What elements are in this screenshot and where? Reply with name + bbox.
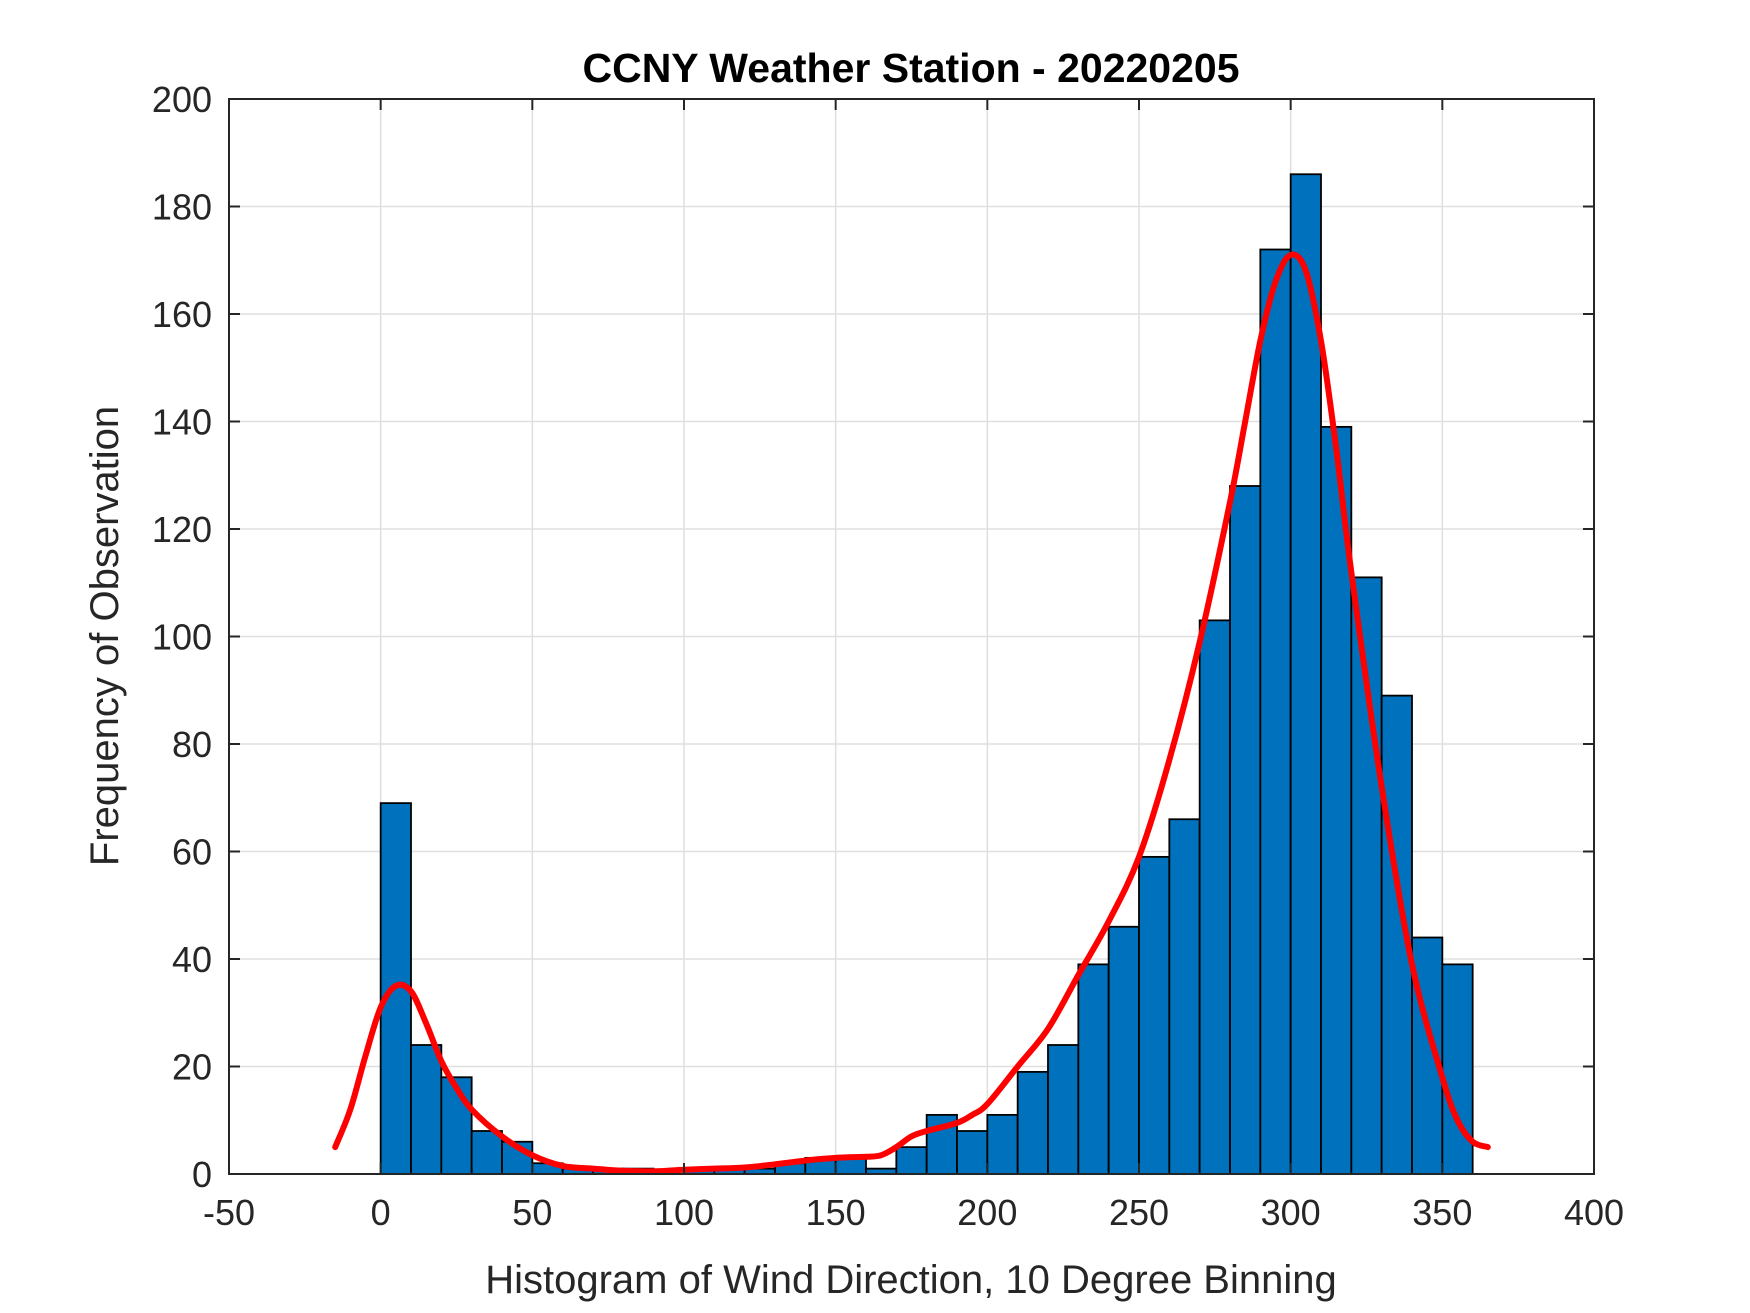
- y-tick-label: 100: [152, 617, 212, 658]
- fit-curve: [332, 251, 1491, 1175]
- y-axis-label: Frequency of Observation: [83, 406, 127, 866]
- x-tick-label: 0: [371, 1192, 391, 1233]
- histogram-bars: [379, 173, 1474, 1175]
- y-tick-label: 60: [172, 832, 212, 873]
- fit-curve-line: [332, 251, 1491, 1175]
- y-tick-label: 40: [172, 939, 212, 980]
- histogram-bar: [1259, 248, 1292, 1175]
- y-tick-label: 160: [152, 294, 212, 335]
- y-tick-label: 200: [152, 79, 212, 120]
- y-tick-label: 20: [172, 1047, 212, 1088]
- y-tick-label: 80: [172, 724, 212, 765]
- y-tick-label: 140: [152, 402, 212, 443]
- x-tick-labels: -50 0 50 100 150 200 250 300 350 400: [203, 1192, 1624, 1233]
- histogram-bar: [410, 1044, 443, 1175]
- x-axis-label: Histogram of Wind Direction, 10 Degree B…: [485, 1258, 1337, 1302]
- histogram-bar: [1047, 1044, 1080, 1175]
- y-tick-label: 0: [192, 1154, 212, 1195]
- x-tick-label: 150: [806, 1192, 866, 1233]
- histogram-bar: [1138, 855, 1171, 1175]
- y-tick-label: 180: [152, 187, 212, 228]
- y-tick-labels: 0 20 40 60 80 100 120 140 160 180 200: [152, 79, 212, 1195]
- histogram-bar: [895, 1146, 928, 1175]
- histogram-bar: [1077, 963, 1110, 1175]
- x-tick-label: 300: [1261, 1192, 1321, 1233]
- histogram-bar: [1168, 818, 1201, 1175]
- histogram-bar: [1229, 485, 1262, 1175]
- histogram-bar: [470, 1130, 503, 1175]
- x-tick-label: 400: [1564, 1192, 1624, 1233]
- histogram-bar: [1016, 1070, 1049, 1175]
- histogram-bar: [1441, 963, 1474, 1175]
- histogram-bar: [1198, 619, 1231, 1175]
- histogram-bar: [1107, 925, 1140, 1175]
- axis-ticks: [228, 98, 1595, 1175]
- x-tick-label: -50: [203, 1192, 255, 1233]
- x-tick-label: 100: [654, 1192, 714, 1233]
- histogram-bar: [986, 1113, 1019, 1175]
- y-tick-label: 120: [152, 509, 212, 550]
- x-tick-label: 350: [1412, 1192, 1472, 1233]
- histogram-bar: [956, 1130, 989, 1175]
- x-tick-label: 200: [957, 1192, 1017, 1233]
- x-tick-label: 250: [1109, 1192, 1169, 1233]
- x-tick-label: 50: [512, 1192, 552, 1233]
- histogram-bar: [1289, 173, 1322, 1175]
- chart-title: CCNY Weather Station - 20220205: [582, 45, 1239, 91]
